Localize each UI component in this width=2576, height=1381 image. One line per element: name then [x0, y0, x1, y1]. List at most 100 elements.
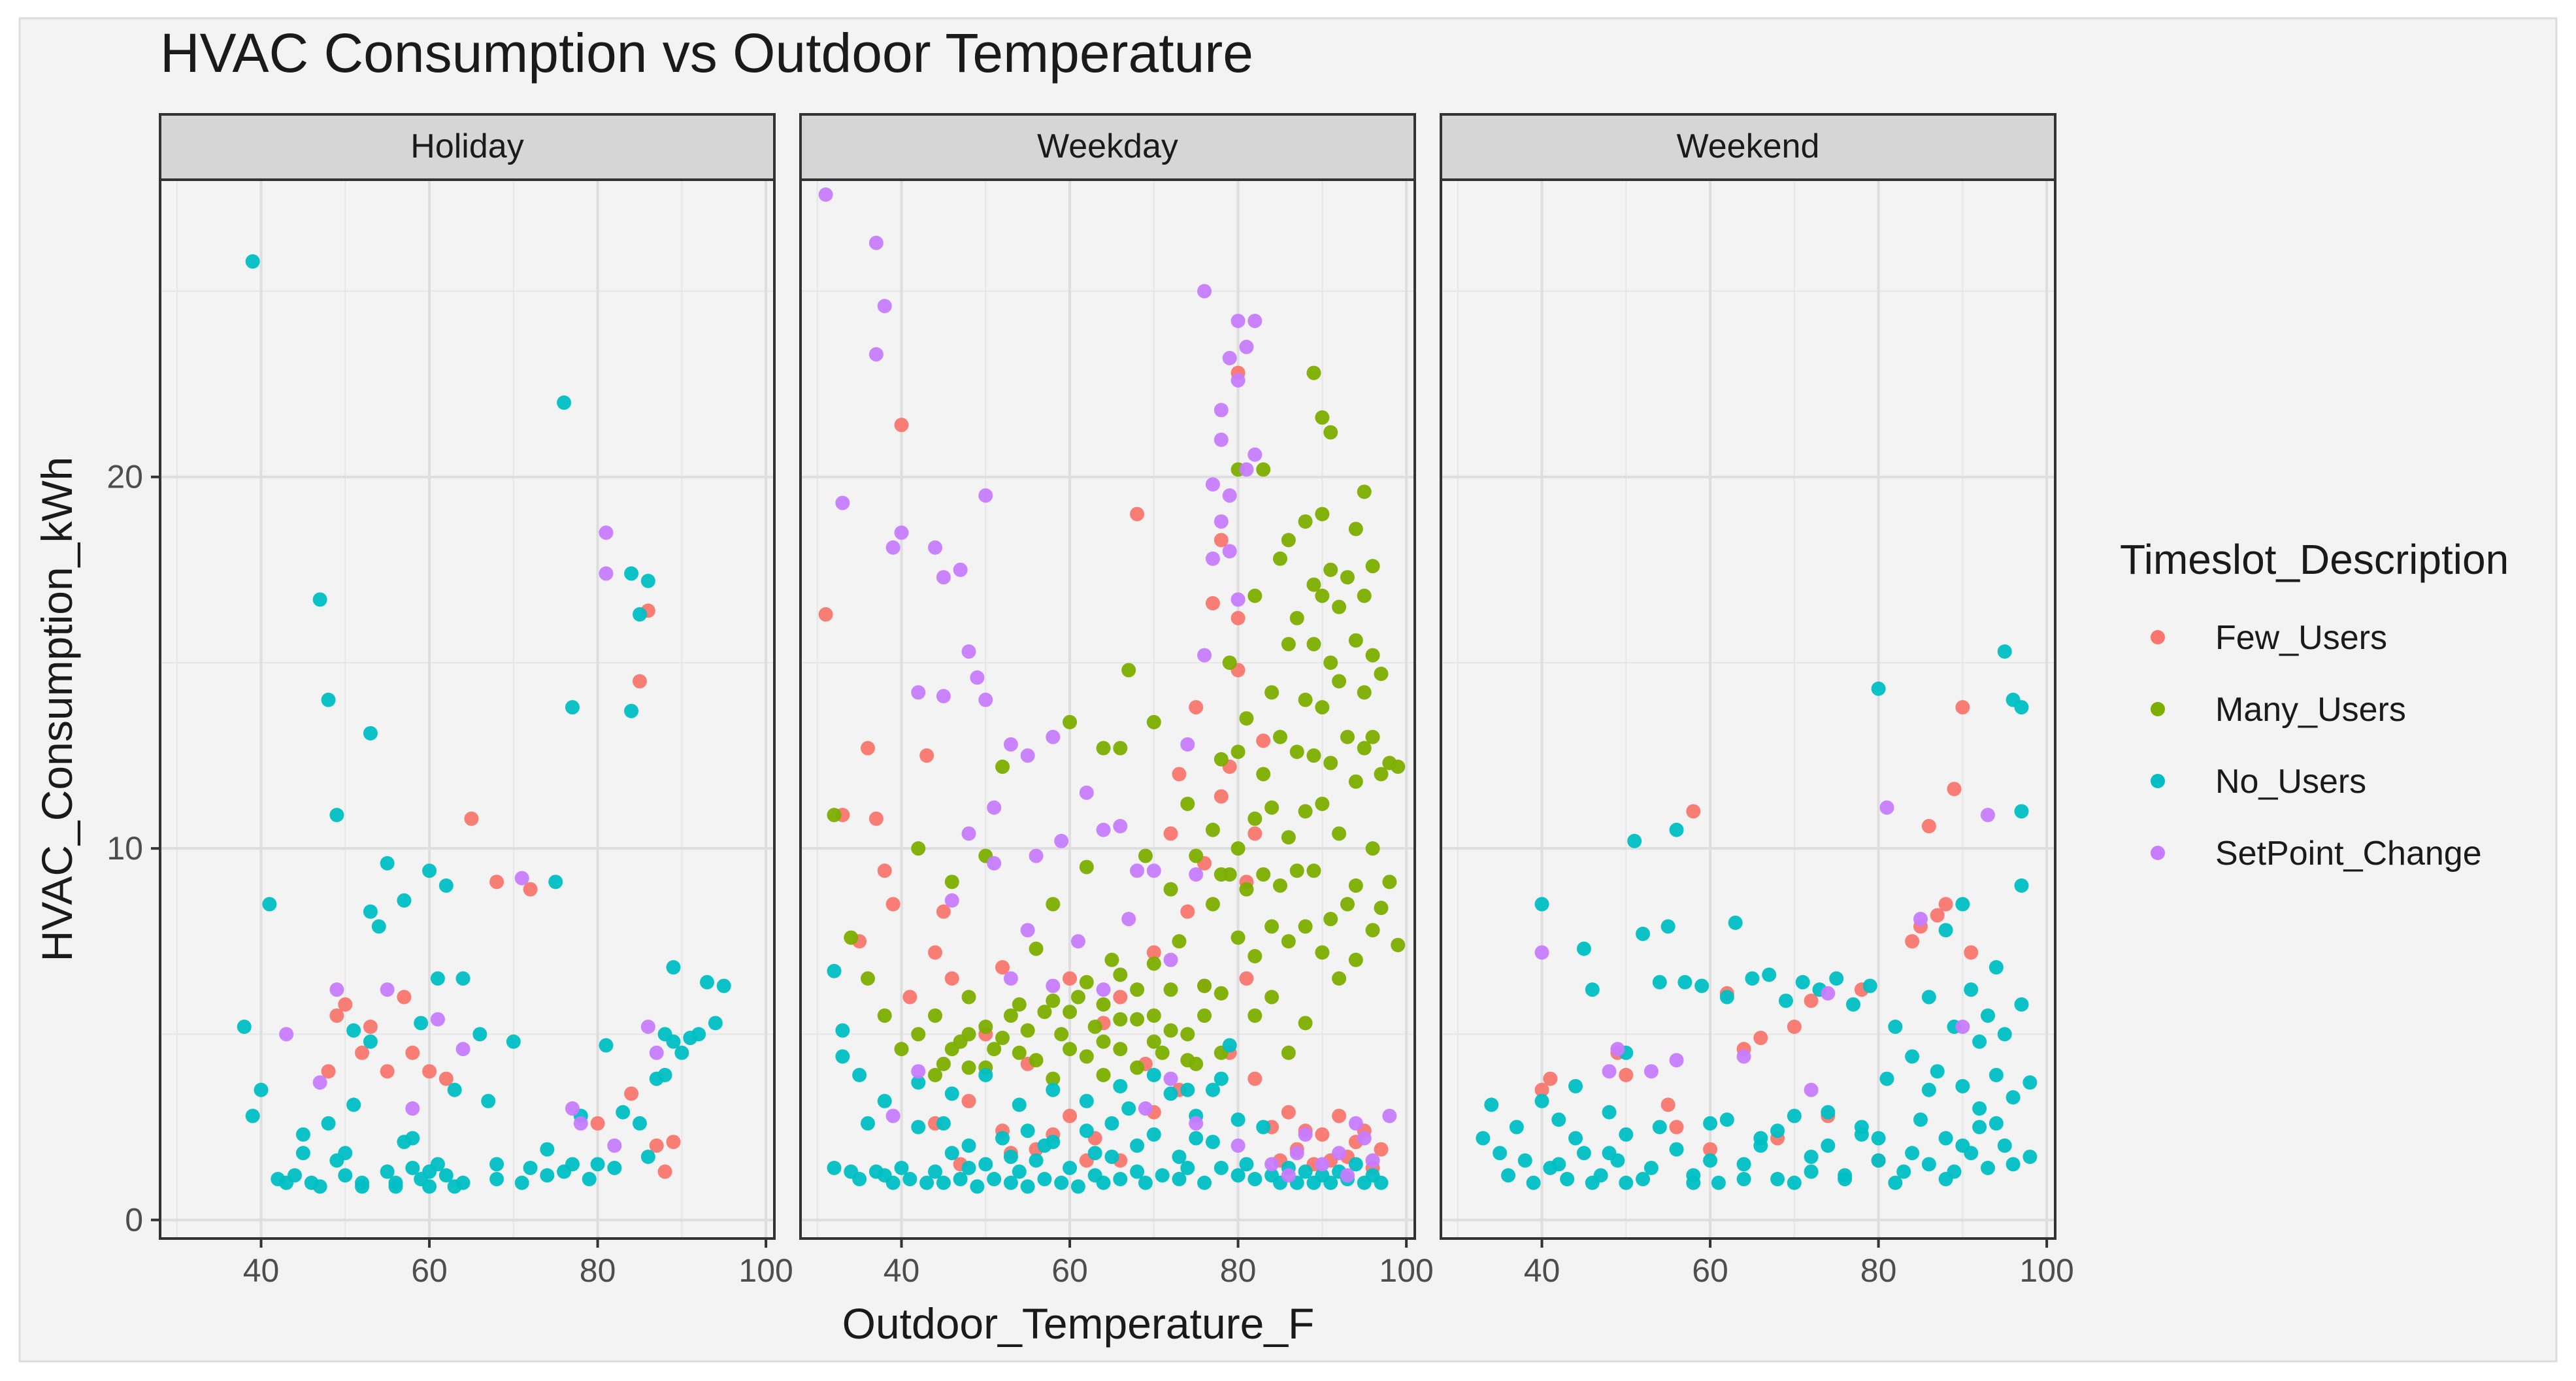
data-point-many-users	[1281, 533, 1296, 548]
data-point-no-users	[430, 1157, 445, 1172]
data-point-many-users	[1323, 425, 1338, 440]
data-point-many-users	[961, 1060, 976, 1075]
data-point-few-users	[632, 674, 647, 689]
data-point-many-users	[1189, 848, 1204, 863]
data-point-setpoint-change	[1197, 284, 1212, 299]
legend-label: Many_Users	[2215, 691, 2406, 729]
data-point-setpoint-change	[1230, 1138, 1246, 1153]
data-point-many-users	[1298, 514, 1313, 529]
data-point-no-users	[1130, 1164, 1145, 1179]
data-point-no-users	[295, 1127, 310, 1142]
data-point-no-users	[2014, 804, 2029, 819]
data-point-few-users	[666, 1135, 681, 1150]
data-point-setpoint-change	[1365, 1153, 1380, 1168]
data-point-many-users	[1096, 1067, 1111, 1082]
data-point-no-users	[1964, 982, 1979, 997]
data-point-few-users	[894, 418, 909, 433]
data-point-no-users	[1113, 1078, 1128, 1093]
data-point-many-users	[1348, 774, 1363, 789]
data-point-no-users	[295, 1146, 310, 1161]
data-point-setpoint-change	[1643, 1064, 1659, 1079]
data-point-setpoint-change	[1180, 737, 1195, 752]
data-point-setpoint-change	[894, 525, 909, 540]
data-point-no-users	[1652, 974, 1667, 990]
data-point-no-users	[624, 566, 639, 581]
data-point-no-users	[1046, 1082, 1061, 1097]
data-point-no-users	[919, 1175, 934, 1190]
data-point-no-users	[1703, 1116, 1718, 1131]
data-point-no-users	[1501, 1168, 1516, 1183]
data-point-no-users	[1348, 1157, 1363, 1172]
data-point-few-users	[1703, 1142, 1718, 1157]
data-point-no-users	[2014, 878, 2029, 893]
data-point-no-users	[708, 1016, 723, 1031]
data-point-setpoint-change	[1230, 373, 1246, 388]
data-point-no-users	[624, 703, 639, 718]
data-point-no-users	[1821, 1138, 1836, 1153]
data-point-setpoint-change	[1189, 1116, 1204, 1131]
data-point-no-users	[2006, 1090, 2021, 1105]
data-point-no-users	[1012, 1097, 1027, 1112]
data-point-setpoint-change	[936, 570, 951, 585]
data-point-setpoint-change	[1029, 848, 1044, 863]
data-point-setpoint-change	[1382, 1108, 1397, 1123]
legend-key	[2151, 774, 2165, 788]
data-point-no-users	[346, 1097, 361, 1112]
data-point-no-users	[835, 1023, 850, 1038]
data-point-many-users	[978, 1020, 993, 1034]
data-point-many-users	[1138, 848, 1153, 863]
data-point-many-users	[1289, 610, 1304, 625]
data-point-no-users	[1517, 1153, 1532, 1168]
data-point-no-users	[944, 1146, 959, 1161]
data-point-setpoint-change	[885, 1108, 900, 1123]
data-point-many-users	[1315, 945, 1330, 960]
data-point-setpoint-change	[961, 826, 976, 841]
data-point-many-users	[1113, 740, 1128, 756]
data-point-setpoint-change	[1239, 462, 1254, 477]
data-point-many-users	[1046, 1071, 1061, 1086]
data-point-no-users	[1736, 1157, 1751, 1172]
data-point-no-users	[1155, 1168, 1170, 1183]
data-point-no-users	[262, 897, 277, 912]
x-tick-label: 40	[883, 1252, 920, 1289]
data-point-no-users	[338, 1168, 353, 1183]
data-point-no-users	[1753, 1138, 1768, 1153]
data-point-no-users	[1862, 978, 1877, 993]
data-point-no-users	[1037, 1172, 1052, 1187]
data-point-no-users	[666, 960, 681, 975]
data-point-many-users	[944, 1042, 959, 1057]
data-point-many-users	[1332, 971, 1347, 986]
data-point-many-users	[1163, 982, 1178, 997]
data-point-few-users	[657, 1164, 672, 1179]
data-point-many-users	[911, 1027, 926, 1042]
data-point-setpoint-change	[649, 1045, 664, 1060]
data-point-many-users	[1012, 1045, 1027, 1060]
data-point-many-users	[1289, 863, 1304, 878]
data-point-no-users	[1020, 1123, 1035, 1139]
data-point-no-users	[827, 963, 842, 978]
data-point-few-users	[1146, 945, 1161, 960]
data-point-few-users	[1905, 934, 1920, 949]
data-point-many-users	[1172, 934, 1187, 949]
data-point-no-users	[1795, 974, 1810, 990]
data-point-few-users	[380, 1064, 395, 1079]
data-point-no-users	[1121, 1101, 1136, 1116]
data-point-many-users	[1046, 993, 1061, 1008]
data-point-no-users	[827, 1161, 842, 1175]
data-point-no-users	[944, 1086, 959, 1101]
data-point-few-users	[363, 1020, 378, 1034]
x-tick-label: 80	[1220, 1252, 1257, 1289]
data-point-few-users	[1180, 904, 1195, 919]
data-point-no-users	[1323, 1175, 1338, 1190]
data-point-many-users	[928, 1067, 943, 1082]
data-point-no-users	[1871, 681, 1886, 696]
data-point-no-users	[430, 971, 445, 986]
data-point-no-users	[657, 1067, 672, 1082]
data-point-no-users	[995, 1131, 1010, 1146]
data-point-many-users	[1063, 1005, 1078, 1020]
data-point-setpoint-change	[1020, 748, 1035, 763]
data-point-no-users	[970, 1179, 985, 1194]
data-point-many-users	[1113, 1042, 1128, 1057]
data-point-no-users	[1029, 1153, 1044, 1168]
data-point-many-users	[1230, 841, 1246, 856]
